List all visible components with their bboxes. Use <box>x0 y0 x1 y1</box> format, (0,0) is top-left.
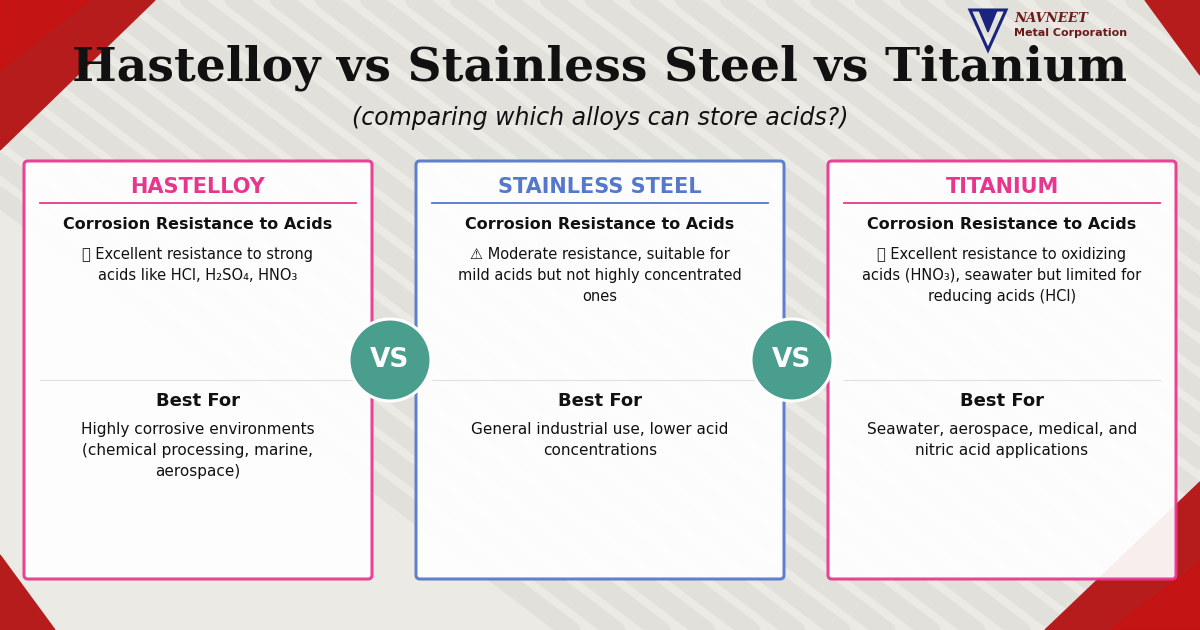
Text: STAINLESS STEEL: STAINLESS STEEL <box>498 177 702 197</box>
Polygon shape <box>1045 482 1200 630</box>
Text: NAVNEET: NAVNEET <box>1014 12 1088 25</box>
Text: Best For: Best For <box>960 392 1044 410</box>
Text: VS: VS <box>371 347 409 373</box>
Text: VS: VS <box>773 347 811 373</box>
Text: Corrosion Resistance to Acids: Corrosion Resistance to Acids <box>64 217 332 232</box>
Text: TITANIUM: TITANIUM <box>946 177 1058 197</box>
Text: (comparing which alloys can store acids?): (comparing which alloys can store acids?… <box>352 106 848 130</box>
Text: ✅ Excellent resistance to strong
acids like HCl, H₂SO₄, HNO₃: ✅ Excellent resistance to strong acids l… <box>83 247 313 283</box>
Text: Seawater, aerospace, medical, and
nitric acid applications: Seawater, aerospace, medical, and nitric… <box>866 422 1138 458</box>
Text: Highly corrosive environments
(chemical processing, marine,
aerospace): Highly corrosive environments (chemical … <box>82 422 314 479</box>
Ellipse shape <box>751 319 833 401</box>
Text: HASTELLOY: HASTELLOY <box>131 177 265 197</box>
Text: General industrial use, lower acid
concentrations: General industrial use, lower acid conce… <box>472 422 728 458</box>
Text: Metal Corporation: Metal Corporation <box>1014 28 1127 38</box>
Polygon shape <box>1110 562 1200 630</box>
Text: Best For: Best For <box>156 392 240 410</box>
Polygon shape <box>0 0 90 70</box>
Ellipse shape <box>349 319 431 401</box>
FancyBboxPatch shape <box>828 161 1176 579</box>
Polygon shape <box>0 0 155 150</box>
Text: Best For: Best For <box>558 392 642 410</box>
Text: ⚠ Moderate resistance, suitable for
mild acids but not highly concentrated
ones: ⚠ Moderate resistance, suitable for mild… <box>458 247 742 304</box>
Text: Corrosion Resistance to Acids: Corrosion Resistance to Acids <box>466 217 734 232</box>
Text: Hastelloy vs Stainless Steel vs Titanium: Hastelloy vs Stainless Steel vs Titanium <box>72 45 1128 91</box>
Text: ✅ Excellent resistance to oxidizing
acids (HNO₃), seawater but limited for
reduc: ✅ Excellent resistance to oxidizing acid… <box>863 247 1141 304</box>
Polygon shape <box>979 10 997 32</box>
Polygon shape <box>0 555 55 630</box>
FancyBboxPatch shape <box>24 161 372 579</box>
Text: Corrosion Resistance to Acids: Corrosion Resistance to Acids <box>868 217 1136 232</box>
FancyBboxPatch shape <box>416 161 784 579</box>
Polygon shape <box>1145 0 1200 75</box>
